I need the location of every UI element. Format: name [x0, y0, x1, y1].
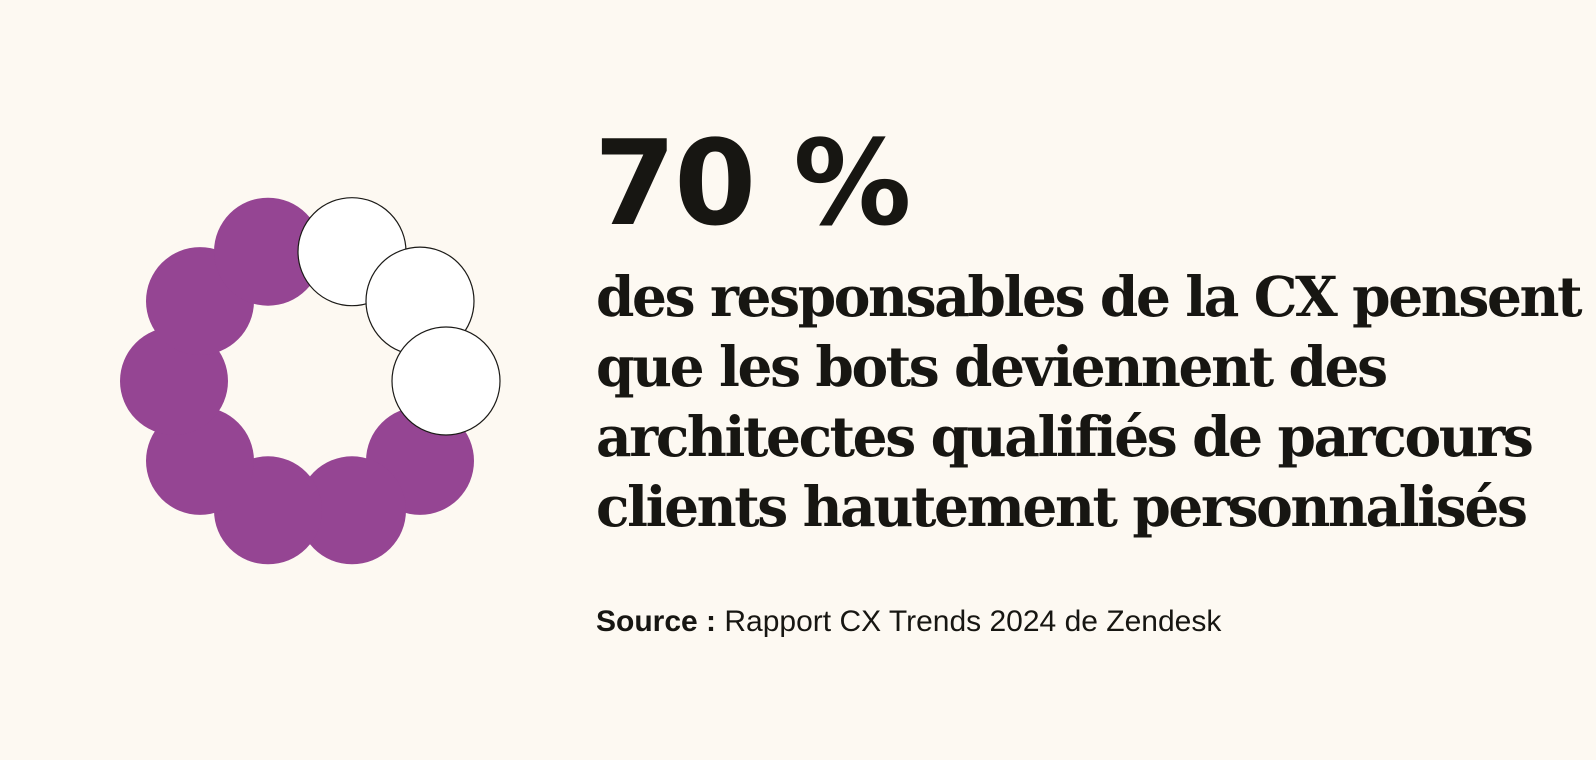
headline: des responsables de la CX pensent que le…: [596, 262, 1583, 542]
headline-line-4: clients hautement personnalisés: [596, 474, 1528, 539]
headline-line-2: que les bots deviennent des: [596, 334, 1388, 399]
source-label: Source :: [596, 605, 717, 638]
ring-segment-filled-10: [214, 197, 322, 306]
ring-segment-filled-5: [298, 456, 406, 565]
source-citation: Source : Rapport CX Trends 2024 de Zende…: [596, 604, 1221, 640]
stat-value: 70 %: [594, 114, 912, 252]
headline-line-1: des responsables de la CX pensent: [596, 264, 1583, 329]
source-text: Rapport CX Trends 2024 de Zendesk: [724, 605, 1222, 638]
ring-segment-empty-3: [391, 326, 501, 436]
headline-line-3: architectes qualifiés de parcours: [596, 404, 1534, 469]
